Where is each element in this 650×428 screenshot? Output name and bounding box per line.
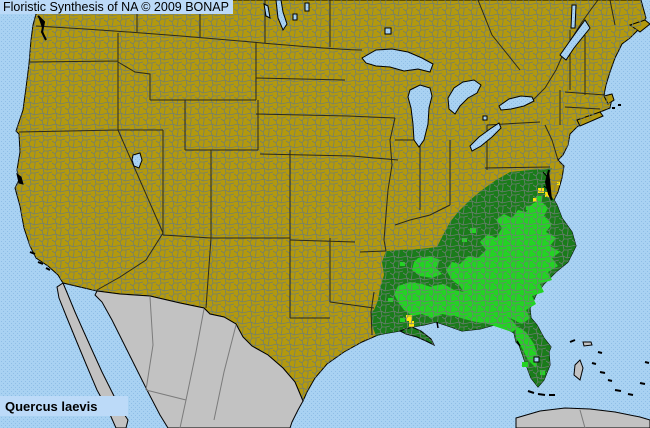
great-lakes	[131, 0, 591, 363]
lake-superior	[361, 48, 434, 73]
coastal-inlets	[16, 15, 621, 396]
map-labels: Floristic Synthesis of NA © 2009 BONAP Q…	[0, 0, 233, 416]
grand-bahama	[582, 341, 593, 347]
st-lawrence-estuary	[559, 19, 591, 61]
mexico-mainland	[94, 290, 304, 428]
map-title: Floristic Synthesis of NA © 2009 BONAP	[3, 0, 229, 14]
tampa-bay	[516, 340, 521, 347]
lake-st-clair	[482, 115, 488, 121]
mexico-state-lines	[145, 296, 237, 428]
mobile-bay	[436, 321, 439, 329]
lake-okeechobee	[533, 356, 540, 363]
great-salt-lake	[131, 152, 143, 169]
state-boundaries	[18, 0, 616, 336]
lake-champlain	[570, 4, 577, 29]
bahamas-islands	[569, 339, 650, 396]
baja-california	[56, 282, 129, 428]
andros-island	[573, 359, 584, 381]
channel-islands	[29, 251, 51, 271]
lake-huron	[447, 79, 482, 115]
florida-keys	[527, 390, 555, 396]
title-band	[0, 0, 233, 14]
lake-winnipeg	[275, 0, 288, 32]
mexico-region	[56, 282, 650, 428]
lake-erie	[469, 122, 502, 152]
san-francisco-bay	[16, 172, 24, 185]
lake-of-the-woods	[384, 27, 392, 35]
lake-ontario	[498, 95, 535, 111]
species-name-label: Quercus laevis	[5, 399, 98, 414]
puget-sound	[37, 15, 47, 41]
species-band	[0, 396, 128, 416]
lake-manitoba	[263, 3, 271, 19]
cuba	[515, 407, 650, 428]
nantucket	[612, 104, 621, 109]
lake-michigan	[407, 84, 433, 148]
